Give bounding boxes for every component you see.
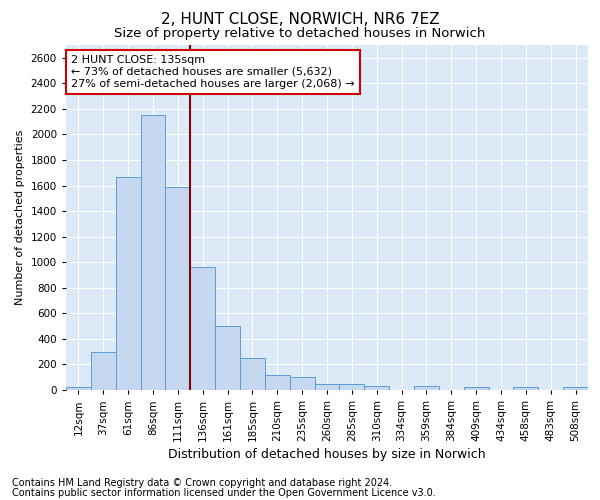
Bar — [563, 387, 588, 390]
Text: Contains HM Land Registry data © Crown copyright and database right 2024.: Contains HM Land Registry data © Crown c… — [12, 478, 392, 488]
Bar — [215, 326, 240, 390]
Bar — [91, 352, 116, 390]
Bar — [464, 388, 488, 390]
Bar — [364, 386, 389, 390]
X-axis label: Distribution of detached houses by size in Norwich: Distribution of detached houses by size … — [168, 448, 486, 461]
Bar — [190, 268, 215, 390]
Text: Size of property relative to detached houses in Norwich: Size of property relative to detached ho… — [115, 28, 485, 40]
Text: 2, HUNT CLOSE, NORWICH, NR6 7EZ: 2, HUNT CLOSE, NORWICH, NR6 7EZ — [161, 12, 439, 28]
Text: 2 HUNT CLOSE: 135sqm
← 73% of detached houses are smaller (5,632)
27% of semi-de: 2 HUNT CLOSE: 135sqm ← 73% of detached h… — [71, 56, 355, 88]
Y-axis label: Number of detached properties: Number of detached properties — [15, 130, 25, 305]
Bar — [340, 384, 364, 390]
Bar — [414, 386, 439, 390]
Bar — [290, 377, 314, 390]
Bar — [140, 116, 166, 390]
Bar — [240, 358, 265, 390]
Bar — [66, 387, 91, 390]
Bar — [265, 374, 290, 390]
Bar — [166, 187, 190, 390]
Bar — [314, 384, 340, 390]
Text: Contains public sector information licensed under the Open Government Licence v3: Contains public sector information licen… — [12, 488, 436, 498]
Bar — [116, 176, 140, 390]
Bar — [514, 388, 538, 390]
